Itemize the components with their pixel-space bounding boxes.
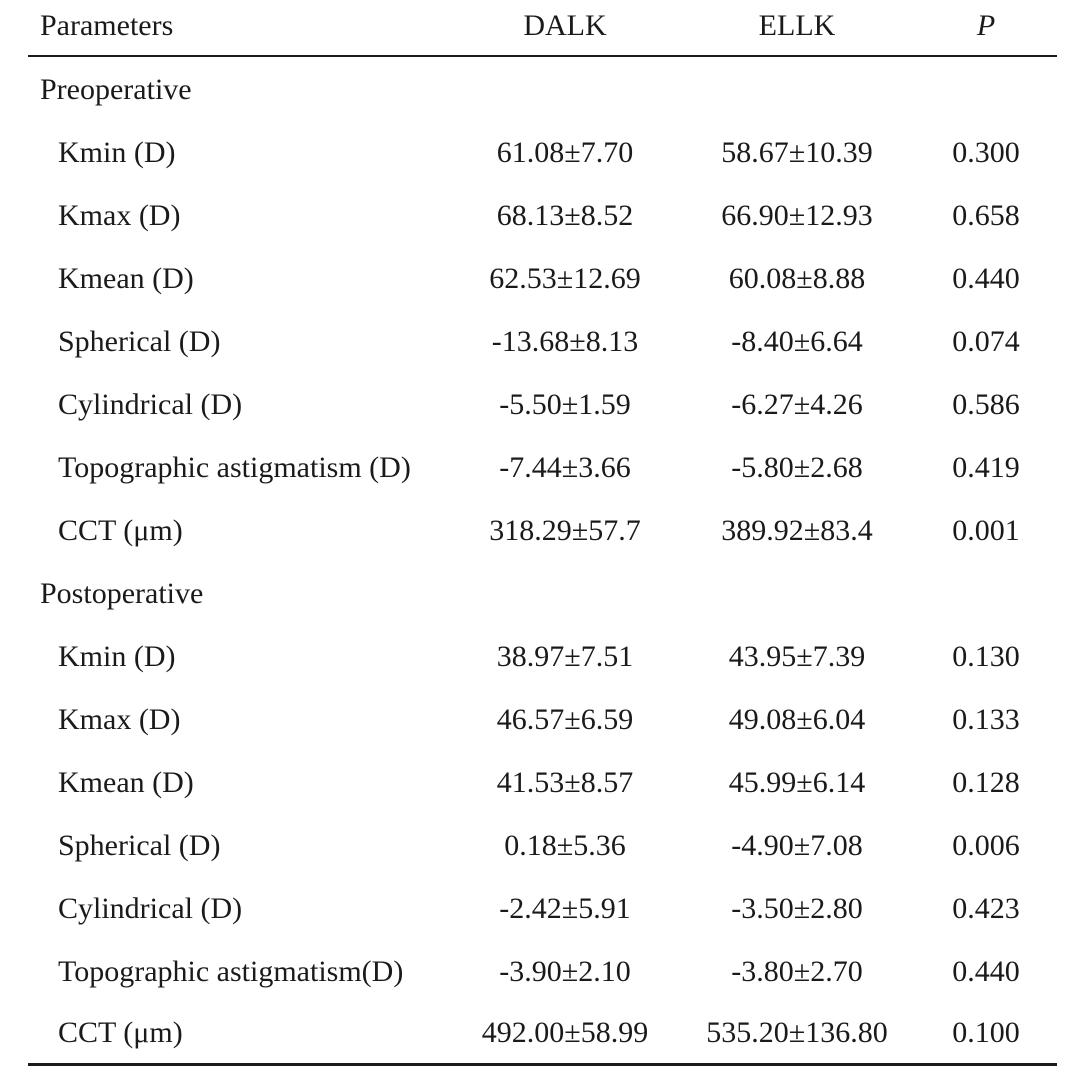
row-ellk-value: 535.20±136.80 [706,1016,888,1049]
row-ellk-value: 60.08±8.88 [728,262,866,295]
row-p-value: 0.300 [952,136,1020,169]
row-ellk-value: -3.80±2.70 [731,955,863,988]
row-p-value: 0.130 [952,640,1020,673]
table-row: CCT (μm) 318.29±57.7 389.92±83.4 0.001 [0,499,1071,562]
section-label-row: Postoperative [0,562,1071,625]
row-p-value: 0.128 [952,766,1020,799]
bottom-rule [28,1063,1057,1066]
row-dalk-value: -2.42±5.91 [499,892,631,925]
row-parameter: Cylindrical (D) [58,892,243,925]
row-ellk-value: -5.80±2.68 [731,451,863,484]
row-parameter: Kmin (D) [58,136,176,169]
header-dalk: DALK [523,9,607,42]
header-p-value: P [976,9,996,42]
table-row: Cylindrical (D) -2.42±5.91 -3.50±2.80 0.… [0,877,1071,940]
row-p-value: 0.133 [952,703,1020,736]
row-parameter: Kmax (D) [58,199,181,232]
row-dalk-value: 61.08±7.70 [496,136,634,169]
row-dalk-value: -13.68±8.13 [491,325,639,358]
row-p-value: 0.419 [952,451,1020,484]
row-parameter: Spherical (D) [58,829,221,862]
table-row: Topographic astigmatism (D) -7.44±3.66 -… [0,436,1071,499]
row-p-value: 0.658 [952,199,1020,232]
section-label-preoperative: Preoperative [40,73,192,106]
row-p-value: 0.100 [952,1016,1020,1049]
row-dalk-value: -7.44±3.66 [499,451,631,484]
row-p-value: 0.001 [952,514,1020,547]
row-parameter: Cylindrical (D) [58,388,243,421]
table-header-row: Parameters DALK ELLK P [0,0,1071,57]
row-parameter: Topographic astigmatism(D) [58,955,404,988]
row-parameter: Spherical (D) [58,325,221,358]
row-dalk-value: 46.57±6.59 [496,703,634,736]
table-row: Kmin (D) 38.97±7.51 43.95±7.39 0.130 [0,625,1071,688]
table-row: Spherical (D) -13.68±8.13 -8.40±6.64 0.0… [0,310,1071,373]
row-p-value: 0.440 [952,955,1020,988]
row-p-value: 0.006 [952,829,1020,862]
row-ellk-value: 389.92±83.4 [721,514,873,547]
row-ellk-value: 45.99±6.14 [728,766,866,799]
row-ellk-value: -6.27±4.26 [731,388,863,421]
row-ellk-value: -4.90±7.08 [731,829,863,862]
row-ellk-value: 49.08±6.04 [728,703,866,736]
header-ellk: ELLK [758,9,836,42]
row-parameter: Topographic astigmatism (D) [58,451,411,484]
table-row: Kmean (D) 41.53±8.57 45.99±6.14 0.128 [0,751,1071,814]
row-dalk-value: -3.90±2.10 [499,955,631,988]
table-row: Cylindrical (D) -5.50±1.59 -6.27±4.26 0.… [0,373,1071,436]
table-row: Topographic astigmatism(D) -3.90±2.10 -3… [0,940,1071,1003]
row-ellk-value: 66.90±12.93 [721,199,873,232]
table-row: Kmean (D) 62.53±12.69 60.08±8.88 0.440 [0,247,1071,310]
row-p-value: 0.586 [952,388,1020,421]
row-ellk-value: 58.67±10.39 [721,136,873,169]
row-parameter: CCT (μm) [58,1016,183,1049]
table-row: Kmax (D) 68.13±8.52 66.90±12.93 0.658 [0,184,1071,247]
row-parameter: Kmax (D) [58,703,181,736]
header-parameters: Parameters [40,9,174,42]
row-p-value: 0.440 [952,262,1020,295]
row-p-value: 0.423 [952,892,1020,925]
row-dalk-value: -5.50±1.59 [499,388,631,421]
table-row: CCT (μm) 492.00±58.99 535.20±136.80 0.10… [0,1001,1071,1064]
row-dalk-value: 0.18±5.36 [504,829,626,862]
header-rule [28,55,1057,57]
row-dalk-value: 38.97±7.51 [496,640,634,673]
row-dalk-value: 318.29±57.7 [489,514,641,547]
row-p-value: 0.074 [952,325,1020,358]
row-parameter: Kmin (D) [58,640,176,673]
row-dalk-value: 41.53±8.57 [496,766,634,799]
row-ellk-value: 43.95±7.39 [728,640,866,673]
row-ellk-value: -3.50±2.80 [731,892,863,925]
row-ellk-value: -8.40±6.64 [731,325,863,358]
section-label-row: Preoperative [0,58,1071,121]
row-dalk-value: 68.13±8.52 [496,199,634,232]
row-dalk-value: 62.53±12.69 [489,262,641,295]
table-row: Kmax (D) 46.57±6.59 49.08±6.04 0.133 [0,688,1071,751]
row-parameter: Kmean (D) [58,262,194,295]
table-row: Kmin (D) 61.08±7.70 58.67±10.39 0.300 [0,121,1071,184]
row-dalk-value: 492.00±58.99 [481,1016,649,1049]
section-label-postoperative: Postoperative [40,577,204,610]
row-parameter: CCT (μm) [58,514,183,547]
row-parameter: Kmean (D) [58,766,194,799]
table-row: Spherical (D) 0.18±5.36 -4.90±7.08 0.006 [0,814,1071,877]
